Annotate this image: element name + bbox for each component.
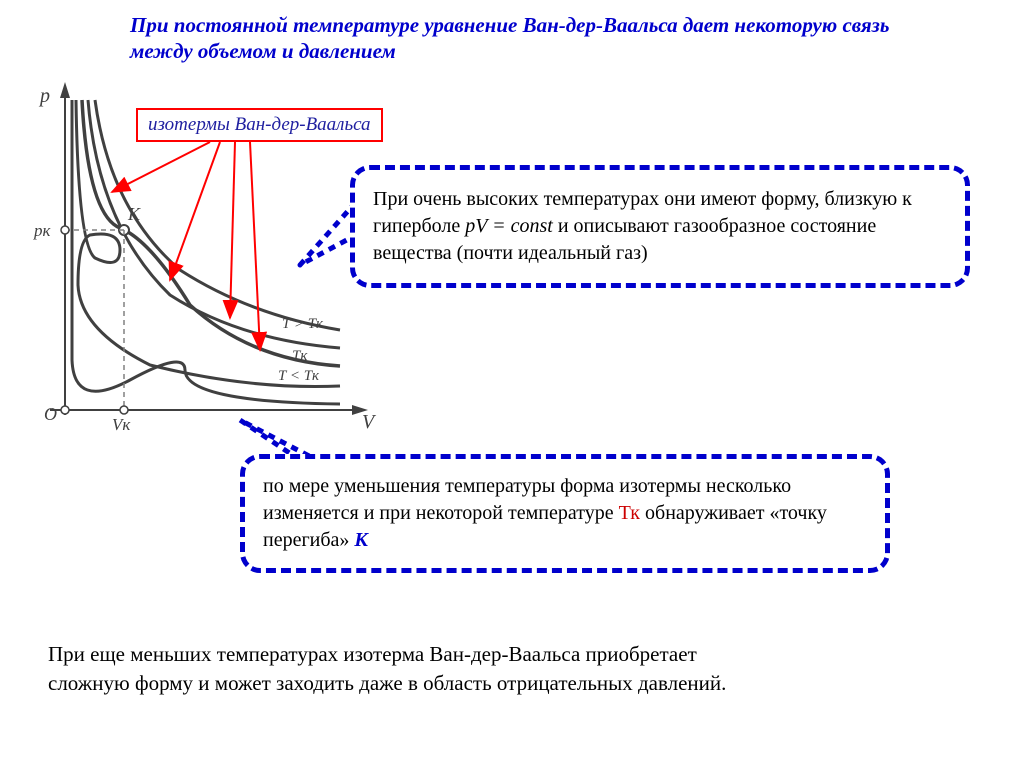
svg-text:T > Tк: T > Tк bbox=[282, 316, 324, 332]
origin-label: O bbox=[44, 404, 57, 424]
page-title: При постоянной температуре уравнение Ван… bbox=[130, 12, 890, 65]
callout-high-temp: При очень высоких температурах они имеют… bbox=[350, 165, 970, 288]
svg-text:Tк: Tк bbox=[292, 348, 308, 364]
k-point-label: К bbox=[127, 204, 141, 224]
vk-label: Vк bbox=[112, 415, 131, 434]
callout2-tk: Тк bbox=[619, 502, 640, 524]
isotherm-label: изотермы Ван-дер-Ваальса bbox=[136, 108, 383, 142]
svg-text:T < Tк: T < Tк bbox=[278, 368, 320, 384]
y-axis-label: p bbox=[38, 85, 50, 107]
pk-label: pк bbox=[33, 221, 52, 240]
bottom-paragraph: При еще меньших температурах изотерма Ва… bbox=[48, 640, 728, 699]
x-axis-label: V bbox=[362, 411, 377, 433]
callout2-k: К bbox=[354, 529, 368, 551]
callout-lower-temp: по мере уменьшения температуры форма изо… bbox=[240, 454, 890, 573]
callout1-formula: pV = const bbox=[465, 215, 553, 237]
